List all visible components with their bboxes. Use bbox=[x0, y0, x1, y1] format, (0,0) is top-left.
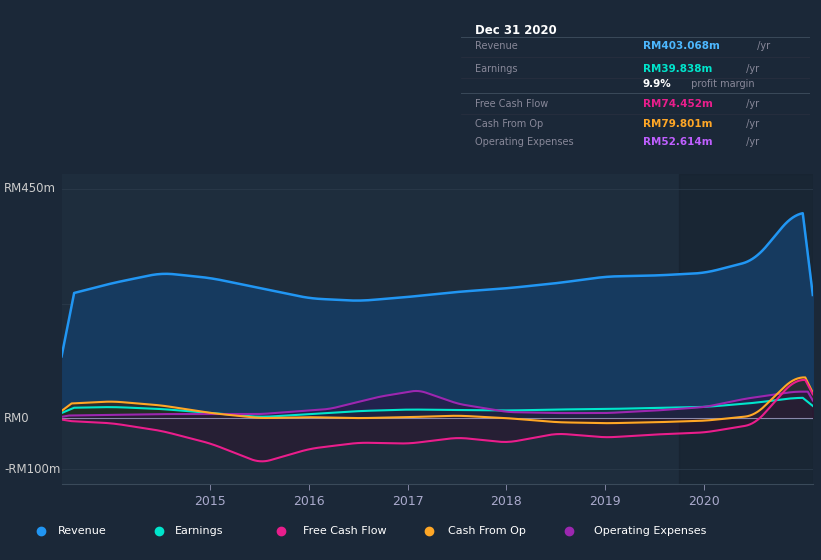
Text: RM403.068m: RM403.068m bbox=[643, 41, 720, 51]
Text: RM74.452m: RM74.452m bbox=[643, 99, 713, 109]
Bar bbox=[679, 174, 813, 484]
Text: Cash From Op: Cash From Op bbox=[448, 526, 525, 535]
Text: RM52.614m: RM52.614m bbox=[643, 137, 713, 147]
Text: Cash From Op: Cash From Op bbox=[475, 119, 544, 129]
Text: /yr: /yr bbox=[754, 41, 771, 51]
Text: /yr: /yr bbox=[743, 99, 759, 109]
Text: Free Cash Flow: Free Cash Flow bbox=[475, 99, 548, 109]
Text: /yr: /yr bbox=[743, 119, 759, 129]
Text: /yr: /yr bbox=[743, 137, 759, 147]
Text: RM79.801m: RM79.801m bbox=[643, 119, 713, 129]
Text: 9.9%: 9.9% bbox=[643, 79, 672, 89]
Text: Revenue: Revenue bbox=[57, 526, 107, 535]
Text: Operating Expenses: Operating Expenses bbox=[594, 526, 706, 535]
Text: profit margin: profit margin bbox=[687, 79, 754, 89]
Text: RM0: RM0 bbox=[4, 412, 30, 424]
Text: RM39.838m: RM39.838m bbox=[643, 64, 713, 73]
Text: Free Cash Flow: Free Cash Flow bbox=[303, 526, 386, 535]
Text: /yr: /yr bbox=[743, 64, 759, 73]
Text: RM450m: RM450m bbox=[4, 183, 56, 195]
Text: -RM100m: -RM100m bbox=[4, 463, 61, 475]
Text: Earnings: Earnings bbox=[176, 526, 224, 535]
Text: Dec 31 2020: Dec 31 2020 bbox=[475, 24, 557, 37]
Text: Revenue: Revenue bbox=[475, 41, 518, 51]
Text: Earnings: Earnings bbox=[475, 64, 518, 73]
Text: Operating Expenses: Operating Expenses bbox=[475, 137, 574, 147]
